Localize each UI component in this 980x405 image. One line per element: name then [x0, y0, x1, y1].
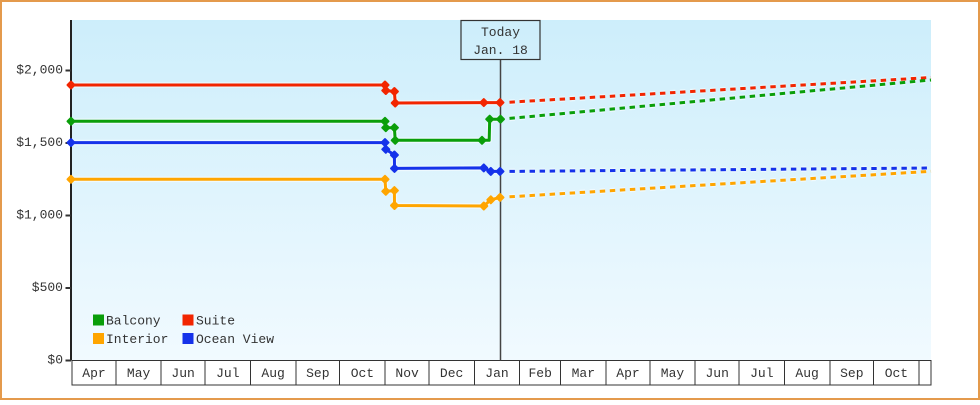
svg-text:Mar: Mar: [572, 366, 595, 381]
svg-text:Apr: Apr: [616, 366, 639, 381]
svg-text:Jan. 18: Jan. 18: [473, 43, 528, 58]
svg-text:Apr: Apr: [82, 366, 105, 381]
svg-text:Oct: Oct: [885, 366, 908, 381]
svg-text:Interior: Interior: [106, 332, 168, 347]
svg-text:May: May: [127, 366, 151, 381]
svg-text:Jan: Jan: [485, 366, 508, 381]
svg-text:Nov: Nov: [395, 366, 419, 381]
svg-text:$2,000: $2,000: [16, 63, 63, 78]
svg-text:Aug: Aug: [261, 366, 284, 381]
svg-text:$1,000: $1,000: [16, 208, 63, 223]
svg-text:Oct: Oct: [351, 366, 374, 381]
svg-text:$0: $0: [47, 353, 63, 368]
svg-text:Dec: Dec: [440, 366, 463, 381]
svg-text:Jul: Jul: [216, 366, 240, 381]
svg-text:Jul: Jul: [750, 366, 774, 381]
svg-text:$500: $500: [32, 280, 63, 295]
svg-text:May: May: [661, 366, 685, 381]
svg-text:Sep: Sep: [306, 366, 329, 381]
svg-text:Today: Today: [481, 25, 520, 40]
svg-text:Suite: Suite: [196, 314, 235, 329]
svg-text:Sep: Sep: [840, 366, 863, 381]
svg-text:Feb: Feb: [528, 366, 551, 381]
svg-text:$1,500: $1,500: [16, 135, 63, 150]
svg-text:Balcony: Balcony: [106, 314, 161, 329]
svg-text:Aug: Aug: [795, 366, 818, 381]
svg-text:Jun: Jun: [705, 366, 728, 381]
svg-text:Ocean View: Ocean View: [196, 332, 274, 347]
svg-text:Jun: Jun: [171, 366, 194, 381]
